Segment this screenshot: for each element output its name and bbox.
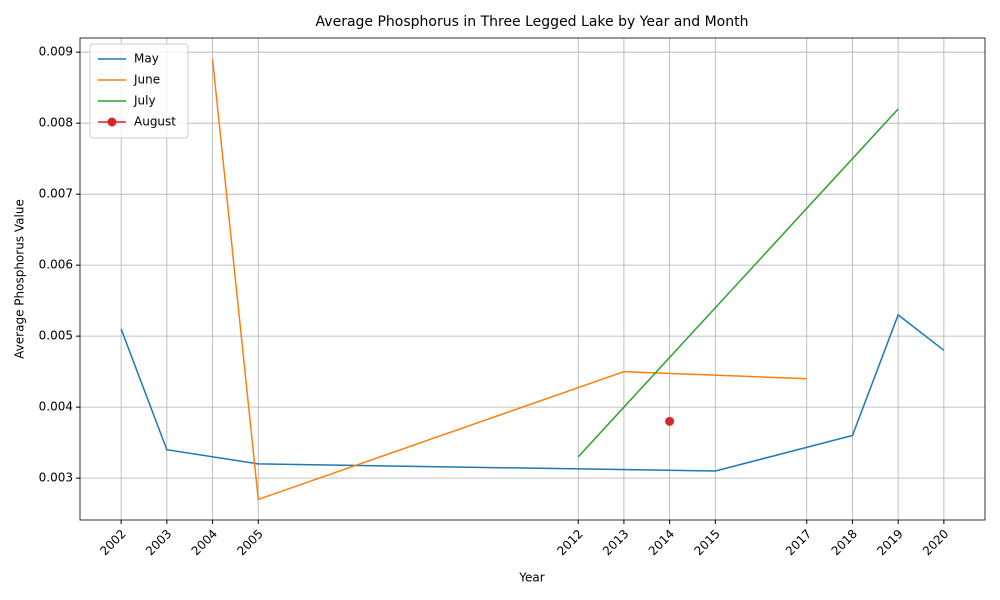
y-tick-label: 0.007: [39, 187, 73, 201]
point: [665, 416, 675, 426]
legend-label: June: [133, 73, 160, 87]
y-axis-label: Average Phosphorus Value: [13, 199, 27, 359]
y-tick-label: 0.005: [39, 329, 73, 343]
legend-label: July: [133, 94, 156, 108]
y-tick-label: 0.004: [39, 400, 73, 414]
line: [211, 59, 807, 501]
y-tick-label: 0.009: [39, 45, 73, 59]
chart-title: Average Phosphorus in Three Legged Lake …: [316, 14, 749, 30]
y-tick-label: 0.003: [39, 471, 73, 485]
x-axis-label: Year: [518, 571, 544, 585]
legend-label: August: [134, 115, 176, 129]
line: [120, 313, 945, 472]
plot-frame: [79, 37, 986, 521]
legend-box: [89, 43, 189, 139]
y-tick-label: 0.006: [39, 258, 73, 272]
legend-marker: [107, 117, 117, 127]
legend-label: May: [134, 52, 159, 66]
y-tick-label: 0.008: [39, 116, 73, 130]
line: [577, 108, 899, 458]
